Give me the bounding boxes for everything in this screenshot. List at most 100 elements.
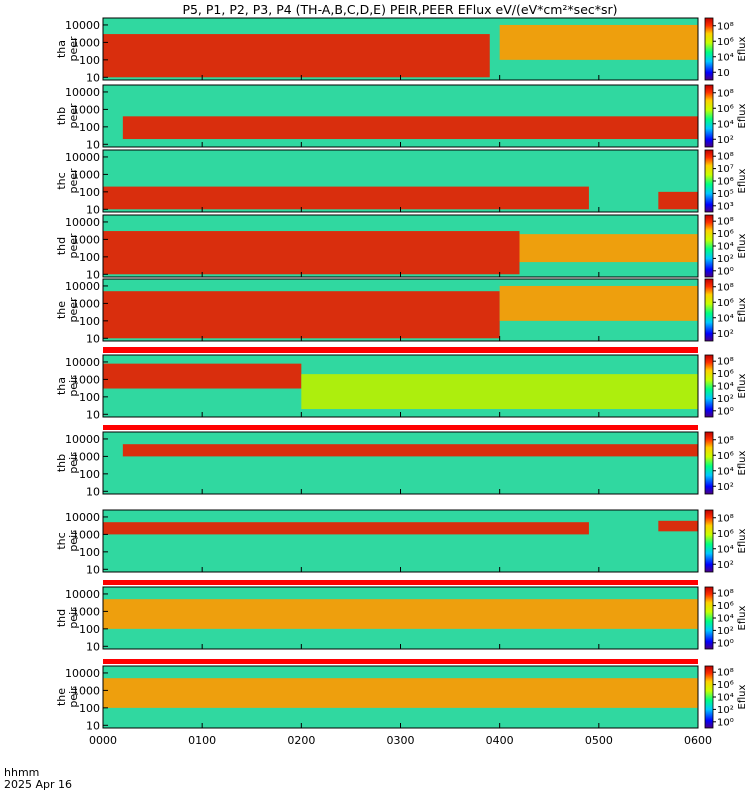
y-tick-label: 100 xyxy=(79,468,100,481)
colorbar-tick-label: 10⁰ xyxy=(717,638,734,649)
colorbar-tick-label: 10⁶ xyxy=(717,298,734,309)
colorbar-tick-label: 10⁸ xyxy=(717,21,734,32)
colorbar-tick-label: 10² xyxy=(717,329,734,340)
panel-background xyxy=(103,432,698,494)
colorbar-tick-label: 10⁸ xyxy=(717,282,734,293)
y-tick-label: 1000 xyxy=(72,297,100,310)
colorbar-tick-label: 10⁶ xyxy=(717,680,734,691)
colorbar xyxy=(704,84,714,148)
y-tick-label: 1000 xyxy=(72,605,100,618)
y-tick-label: 10 xyxy=(86,332,100,345)
spectrum-band-1 xyxy=(658,191,698,210)
colorbar-tick-label: 10⁴ xyxy=(717,242,734,253)
colorbar xyxy=(704,278,714,342)
x-tick-label: 0000 xyxy=(89,734,117,747)
quality-flag-bar xyxy=(103,659,698,664)
y-tick-label: 10000 xyxy=(65,433,100,446)
colorbar-tick-label: 10⁶ xyxy=(717,369,734,380)
colorbar-tick-label: 10⁸ xyxy=(717,589,734,600)
chart-title: P5, P1, P2, P3, P4 (TH-A,B,C,D,E) PEIR,P… xyxy=(182,2,617,17)
spectrum-band-0 xyxy=(122,444,699,457)
colorbar xyxy=(704,149,714,213)
colorbar xyxy=(704,665,714,729)
colorbar-tick-label: 10² xyxy=(717,482,734,493)
y-tick-label: 1000 xyxy=(72,684,100,697)
panel-background xyxy=(103,510,698,572)
y-tick-label: 100 xyxy=(79,251,100,264)
colorbar-tick-label: 10⁵ xyxy=(717,189,734,200)
y-tick-label: 10000 xyxy=(65,151,100,164)
colorbar-tick-label: 10⁸ xyxy=(717,88,734,99)
colorbar-tick-label: 10⁶ xyxy=(717,529,734,540)
panel-label: thepeir xyxy=(55,686,80,708)
colorbar-tick-label: 10² xyxy=(717,135,734,146)
y-tick-label: 1000 xyxy=(72,528,100,541)
panel-label: thbpeir xyxy=(55,452,80,474)
colorbar-tick-label: 10⁷ xyxy=(717,164,734,175)
spectrum-band-1 xyxy=(499,24,698,60)
y-tick-label: 100 xyxy=(79,315,100,328)
quality-flag-bar xyxy=(103,580,698,585)
colorbar-tick-label: 10⁰ xyxy=(717,266,734,277)
y-tick-label: 10 xyxy=(86,640,100,653)
colorbar-tick-label: 10² xyxy=(717,560,734,571)
colorbar xyxy=(704,354,714,418)
y-tick-label: 10 xyxy=(86,485,100,498)
colorbar xyxy=(704,431,714,495)
colorbar-tick-label: 10³ xyxy=(717,201,734,212)
colorbar-tick-label: 10 xyxy=(717,68,730,79)
panel-label: thapeir xyxy=(55,375,80,397)
colorbar-tick-label: 10⁶ xyxy=(717,451,734,462)
y-tick-label: 100 xyxy=(79,623,100,636)
y-tick-label: 10 xyxy=(86,203,100,216)
colorbar-tick-label: 10⁸ xyxy=(717,513,734,524)
colorbar-label: Eflux xyxy=(737,297,748,322)
colorbar-label: Eflux xyxy=(737,233,748,258)
x-axis-label: hhmm xyxy=(4,766,39,779)
spectrum-band-1 xyxy=(301,374,698,410)
colorbar-tick-label: 10⁸ xyxy=(717,217,734,228)
colorbar-tick-label: 10⁴ xyxy=(717,119,734,130)
colorbar-label: Eflux xyxy=(737,605,748,630)
colorbar-label: Eflux xyxy=(737,450,748,475)
y-tick-label: 10000 xyxy=(65,511,100,524)
x-axis-date: 2025 Apr 16 xyxy=(4,778,72,791)
colorbar-label: Eflux xyxy=(737,168,748,193)
y-tick-label: 10 xyxy=(86,71,100,84)
colorbar-tick-label: 10⁶ xyxy=(717,601,734,612)
x-tick-label: 0300 xyxy=(387,734,415,747)
panel-label: thcpeir xyxy=(55,530,80,552)
colorbar-tick-label: 10² xyxy=(717,394,734,405)
colorbar-tick-label: 10² xyxy=(717,705,734,716)
spectrum-band-1 xyxy=(658,520,698,532)
spectrum-band-0 xyxy=(122,116,699,140)
colorbar-tick-label: 10⁸ xyxy=(717,357,734,368)
y-tick-label: 100 xyxy=(79,186,100,199)
colorbar-tick-label: 10⁴ xyxy=(717,693,734,704)
colorbar-tick-label: 10⁶ xyxy=(717,104,734,115)
colorbar-tick-label: 10⁴ xyxy=(717,52,734,63)
colorbar-tick-label: 10⁰ xyxy=(717,717,734,728)
colorbar-tick-label: 10⁸ xyxy=(717,668,734,679)
colorbar-tick-label: 10⁶ xyxy=(717,229,734,240)
y-tick-label: 10 xyxy=(86,138,100,151)
colorbar-tick-label: 10⁸ xyxy=(717,435,734,446)
quality-flag-bar xyxy=(103,425,698,430)
colorbar xyxy=(704,214,714,278)
colorbar-label: Eflux xyxy=(737,36,748,61)
colorbar xyxy=(704,509,714,573)
spectrum-band-1 xyxy=(499,285,698,321)
y-tick-label: 10000 xyxy=(65,356,100,369)
colorbar-tick-label: 10⁴ xyxy=(717,466,734,477)
spectrum-band-0 xyxy=(103,231,520,275)
y-tick-label: 10 xyxy=(86,563,100,576)
x-tick-label: 0500 xyxy=(585,734,613,747)
panel-label: thepeer xyxy=(55,297,80,323)
panel-label: thcpeer xyxy=(55,168,80,194)
colorbar-label: Eflux xyxy=(737,528,748,553)
